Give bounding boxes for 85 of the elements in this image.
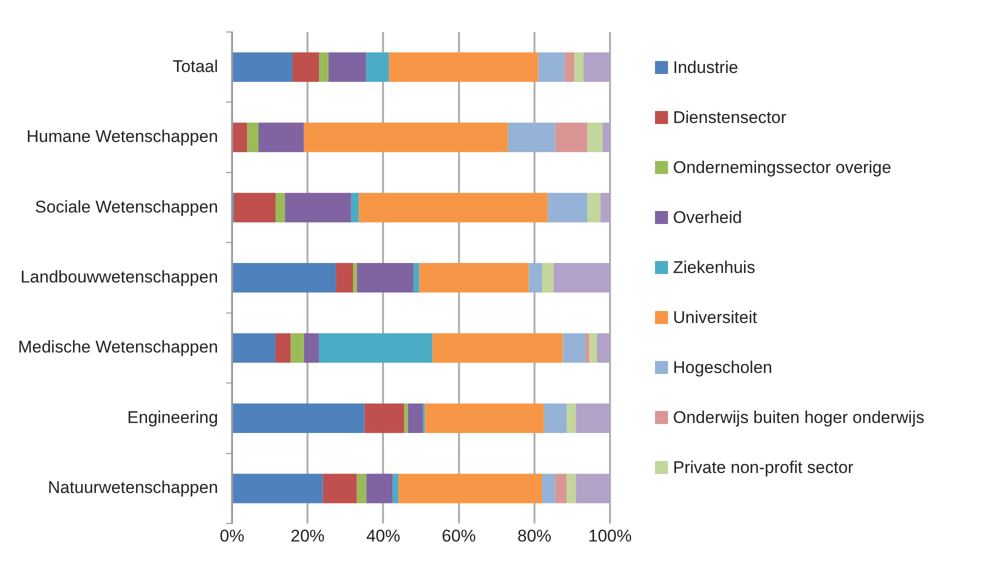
bar: [358, 192, 548, 222]
bar: [276, 192, 285, 222]
bar: [233, 333, 276, 363]
bar: [408, 404, 423, 434]
bar: [584, 52, 610, 82]
bar: [292, 52, 319, 82]
bar: [564, 52, 574, 82]
legend-label: Ziekenhuis: [673, 258, 756, 278]
bar: [587, 122, 602, 152]
x-tick-label: 100%: [588, 526, 632, 546]
bar: [562, 333, 586, 363]
bar: [542, 474, 556, 504]
bar: [585, 333, 590, 363]
bar: [322, 474, 357, 504]
bar: [508, 122, 556, 152]
y-tick-label: Humane Wetenschappen: [26, 127, 218, 146]
bar: [233, 122, 248, 152]
y-tick-label: Medische Wetenschappen: [18, 338, 218, 357]
bar: [304, 333, 319, 363]
bar: [576, 404, 610, 434]
legend-label: Onderwijs buiten hoger onderwijs: [673, 408, 924, 428]
bar: [566, 404, 576, 434]
legend-label: Hogescholen: [673, 358, 772, 378]
x-tick-label: 0%: [220, 526, 244, 546]
bar: [356, 474, 366, 504]
legend-label: Industrie: [673, 58, 738, 78]
bar: [352, 263, 357, 293]
bar: [602, 122, 610, 152]
bar: [351, 192, 359, 222]
legend-label: Ondernemingssector overige: [673, 158, 892, 178]
x-tick-label: 40%: [366, 526, 400, 546]
bar: [574, 52, 584, 82]
legend-label: Overheid: [673, 208, 742, 228]
bar: [587, 192, 601, 222]
bar: [555, 122, 588, 152]
bar: [555, 474, 567, 504]
bar: [366, 474, 393, 504]
bar: [276, 333, 291, 363]
bar: [258, 122, 304, 152]
bar: [388, 52, 538, 82]
bar: [424, 404, 544, 434]
bar: [576, 474, 610, 504]
y-tick-label: Landbouwwetenschappen: [20, 267, 218, 286]
bar: [290, 333, 304, 363]
bar: [596, 333, 610, 363]
bar: [553, 263, 610, 293]
bar: [234, 192, 276, 222]
legend-label: Private non-profit sector: [673, 458, 854, 478]
bar: [528, 263, 542, 293]
bar: [233, 263, 336, 293]
x-tick-label: 80%: [517, 526, 552, 546]
bar: [318, 52, 328, 82]
bar: [432, 333, 563, 363]
bar: [392, 474, 398, 504]
bar: [233, 52, 293, 82]
y-tick-label: Sociale Wetenschappen: [34, 197, 218, 216]
x-tick-label: 60%: [442, 526, 476, 546]
bar: [600, 192, 610, 222]
bar: [566, 474, 576, 504]
bar: [318, 333, 432, 363]
bar: [404, 404, 408, 434]
bar: [284, 192, 352, 222]
bar: [233, 474, 323, 504]
legend-label: Dienstensector: [673, 108, 786, 128]
bar: [364, 404, 404, 434]
bar: [542, 263, 554, 293]
bar: [398, 474, 542, 504]
y-tick-label: Engineering: [127, 408, 218, 427]
bar: [233, 404, 364, 434]
bar: [538, 52, 565, 82]
y-tick-label: Natuurwetenschappen: [48, 478, 218, 498]
bar: [247, 122, 258, 152]
bar: [413, 263, 420, 293]
bar: [356, 263, 414, 293]
bar: [544, 404, 567, 434]
bar: [366, 52, 389, 82]
bar: [328, 52, 366, 82]
x-tick-label: 20%: [290, 526, 325, 546]
bar: [548, 192, 588, 222]
y-tick-label: Totaal: [172, 56, 218, 76]
bar: [589, 333, 597, 363]
legend-label: Universiteit: [673, 308, 758, 328]
bar: [336, 263, 353, 293]
bar: [304, 122, 508, 152]
bar: [419, 263, 529, 293]
